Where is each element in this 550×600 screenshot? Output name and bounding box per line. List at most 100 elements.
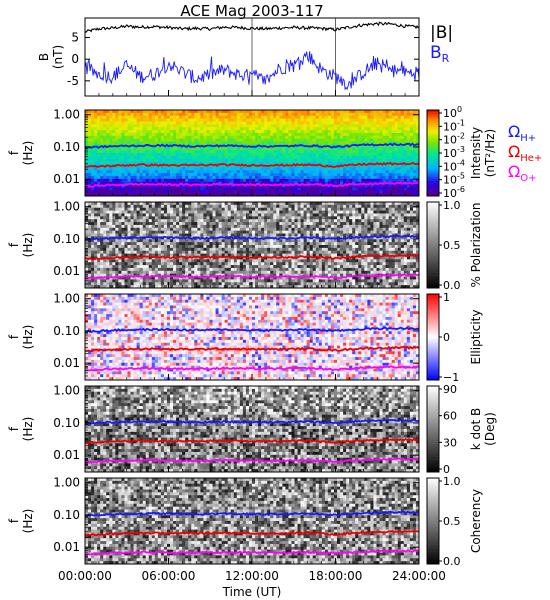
colorbar-tick-label: 1.0 xyxy=(443,199,461,212)
panel-coherency: 1.00 0.10 0.01 f (Hz) 1.0 0.5 0.0 Coherency xyxy=(7,475,483,568)
freq-tick-label: 0.10 xyxy=(53,140,80,154)
gyro-line-oplus xyxy=(84,273,420,280)
heatmap-cells xyxy=(85,386,420,473)
freq-tick-label: 0.01 xyxy=(53,172,80,186)
freq-yunit: (Hz) xyxy=(21,233,35,258)
colorbar-tick-label: 0 xyxy=(443,331,450,344)
colorbar-label: Ellipticity xyxy=(469,310,483,365)
time-tick-label: 06:00:00 xyxy=(142,569,196,583)
gyro-line-oplus xyxy=(84,549,420,556)
colorbar: 90 60 30 0 k dot B (Deg) xyxy=(426,383,497,476)
freq-tick-label: 0.01 xyxy=(53,540,80,554)
freq-tick-label: 0.01 xyxy=(53,264,80,278)
colorbar-tick-label: 0 xyxy=(443,463,450,476)
b-field-plot xyxy=(84,18,420,96)
colorbar-tick-label: 0.5 xyxy=(443,239,461,252)
panel-b-field: 5 0 -5 B (nT) |B| BR xyxy=(37,17,453,97)
colorbar-tick-label: 1 xyxy=(443,291,450,304)
colorbar-tick-label: 10-3 xyxy=(443,145,465,160)
freq-yunit: (Hz) xyxy=(21,417,35,442)
gyro-line-heplus xyxy=(84,161,420,168)
colorbar-tick-label: 0.0 xyxy=(443,555,461,568)
figure-title: ACE Mag 2003-117 xyxy=(180,2,323,20)
gyro-line-hplus xyxy=(84,326,420,333)
colorbar-unit: (nT²/Hz) xyxy=(483,129,497,177)
time-tick-label: 12:00:00 xyxy=(225,569,279,583)
freq-yunit: (Hz) xyxy=(21,325,35,350)
colorbar-tick-label: 90 xyxy=(443,383,457,396)
gyro-legend-o: ΩO+ xyxy=(508,162,536,184)
gyro-line-heplus xyxy=(84,345,420,353)
freq-tick-label: 1.00 xyxy=(53,200,80,214)
b-field-ylabel: B xyxy=(37,53,51,61)
colorbar-tick-label: 10-2 xyxy=(443,132,465,147)
colorbar-tick-label: −1 xyxy=(443,371,459,384)
freq-yunit: (Hz) xyxy=(21,509,35,534)
freq-ylabel: f xyxy=(7,242,21,247)
freq-tick-label: 0.10 xyxy=(53,232,80,246)
gyro-line-oplus xyxy=(84,365,420,372)
colorbar-tick-label: 0.0 xyxy=(443,279,461,292)
freq-tick-label: 0.10 xyxy=(53,508,80,522)
gyro-legend: ΩH+ ΩHe+ ΩO+ xyxy=(508,122,542,184)
freq-tick-label: 0.01 xyxy=(53,448,80,462)
spectral-panels: 1.000.100.01f (Hz)10010-110-210-310-410-5… xyxy=(7,105,497,568)
heatmap-cells xyxy=(85,202,420,289)
freq-ylabel: f xyxy=(7,334,21,339)
gyro-line-heplus xyxy=(84,253,420,261)
freq-tick-label: 1.00 xyxy=(53,384,80,398)
colorbar: 1.0 0.5 0.0 Coherency xyxy=(426,475,483,568)
colorbar-tick-label: 1.0 xyxy=(443,475,461,488)
freq-tick-label: 1.00 xyxy=(53,292,80,306)
b-ytick-label: 0 xyxy=(71,52,79,66)
freq-ylabel: f xyxy=(7,518,21,523)
freq-ylabel: f xyxy=(7,150,21,155)
b-field-yunit: (nT) xyxy=(51,45,65,69)
panel-ellipticity: 1.00 0.10 0.01 f (Hz) 1 0 −1 Ellipticity xyxy=(7,291,483,384)
time-axis: 00:00:00 06:00:00 12:00:00 18:00:00 24:00:00 xyxy=(58,90,446,583)
colorbar-tick-label: 0.5 xyxy=(443,515,461,528)
colorbar-tick-label: 10-6 xyxy=(443,185,465,200)
gyro-line-hplus xyxy=(84,418,420,426)
colorbar-tick-label: 100 xyxy=(443,105,462,120)
gyro-legend-h: ΩH+ xyxy=(508,122,536,144)
gyro-line-hplus xyxy=(84,234,420,242)
gyro-line-heplus xyxy=(84,530,420,537)
time-tick-label: 24:00:00 xyxy=(392,569,446,583)
panel-polarization: 1.00 0.10 0.01 f (Hz) 1.0 0.5 0.0 % Polarization xyxy=(7,199,483,292)
colorbar-unit: (Deg) xyxy=(483,412,497,446)
gyro-legend-he: ΩHe+ xyxy=(508,142,542,164)
colorbar-tick-label: 10-1 xyxy=(443,118,465,133)
b-ytick-label: 5 xyxy=(71,31,79,45)
colorbar-label: % Polarization xyxy=(469,203,483,288)
freq-tick-label: 1.00 xyxy=(53,476,80,490)
colorbar-tick-label: 30 xyxy=(443,436,457,449)
legend-b-magnitude: |B| xyxy=(430,23,453,43)
b-ytick-label: -5 xyxy=(67,74,79,88)
colorbar-tick-label: 10-5 xyxy=(443,172,465,187)
colorbar: 1.0 0.5 0.0 % Polarization xyxy=(426,199,483,292)
gyro-line-heplus xyxy=(84,437,419,445)
freq-tick-label: 1.00 xyxy=(53,108,80,122)
freq-ylabel: f xyxy=(7,426,21,431)
colorbar-tick-label: 10-4 xyxy=(443,158,465,173)
colorbar-tick-label: 60 xyxy=(443,410,457,423)
freq-tick-label: 0.01 xyxy=(53,356,80,370)
panel-intensity: 1.00 0.10 0.01 f (Hz) 10010-110-210-310-410-5… xyxy=(7,105,497,200)
series-b-radial-line xyxy=(84,51,420,91)
colorbar-label: k dot B xyxy=(469,408,483,450)
gyro-line-oplus xyxy=(84,181,420,188)
time-tick-label: 00:00:00 xyxy=(58,569,112,583)
freq-yunit: (Hz) xyxy=(21,141,35,166)
panel-k-dot-b: 1.00 0.10 0.01 f (Hz) 90 60 30 0 k dot B (Deg) xyxy=(7,383,497,476)
gyro-line-hplus xyxy=(84,142,420,149)
colorbar-label: Coherency xyxy=(469,489,483,553)
gyro-line-oplus xyxy=(84,457,420,464)
legend-b-radial: BR xyxy=(430,43,450,65)
heatmap-cells xyxy=(85,478,420,565)
colorbar: 1 0 −1 Ellipticity xyxy=(426,291,483,384)
freq-tick-label: 0.10 xyxy=(53,324,80,338)
series-b-magnitude-line xyxy=(84,21,420,33)
